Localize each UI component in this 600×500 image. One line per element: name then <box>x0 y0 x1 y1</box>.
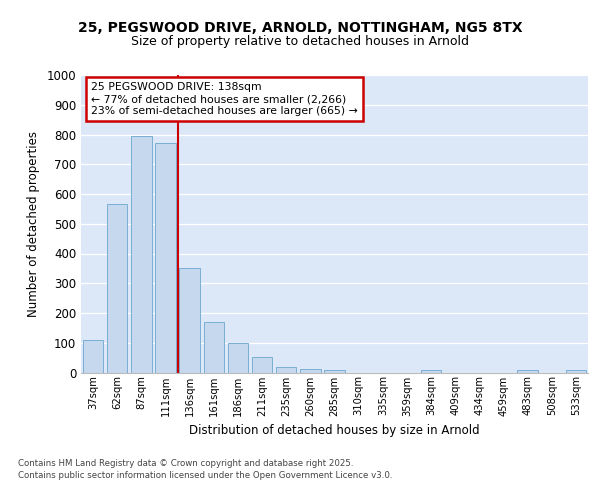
Text: 25, PEGSWOOD DRIVE, ARNOLD, NOTTINGHAM, NG5 8TX: 25, PEGSWOOD DRIVE, ARNOLD, NOTTINGHAM, … <box>77 20 523 34</box>
Text: Size of property relative to detached houses in Arnold: Size of property relative to detached ho… <box>131 36 469 49</box>
Bar <box>517 370 538 372</box>
Bar <box>276 367 296 372</box>
Bar <box>324 370 345 372</box>
Bar <box>300 369 320 372</box>
Bar <box>252 357 272 372</box>
Bar <box>155 144 176 372</box>
Text: 25 PEGSWOOD DRIVE: 138sqm
← 77% of detached houses are smaller (2,266)
23% of se: 25 PEGSWOOD DRIVE: 138sqm ← 77% of detac… <box>91 82 358 116</box>
Bar <box>107 204 127 372</box>
X-axis label: Distribution of detached houses by size in Arnold: Distribution of detached houses by size … <box>189 424 480 437</box>
Bar <box>179 268 200 372</box>
Text: Contains HM Land Registry data © Crown copyright and database right 2025.: Contains HM Land Registry data © Crown c… <box>18 460 353 468</box>
Bar <box>227 344 248 372</box>
Bar <box>131 136 152 372</box>
Bar <box>566 370 586 372</box>
Bar <box>203 322 224 372</box>
Text: Contains public sector information licensed under the Open Government Licence v3: Contains public sector information licen… <box>18 470 392 480</box>
Y-axis label: Number of detached properties: Number of detached properties <box>26 130 40 317</box>
Bar <box>421 370 442 372</box>
Bar <box>83 340 103 372</box>
